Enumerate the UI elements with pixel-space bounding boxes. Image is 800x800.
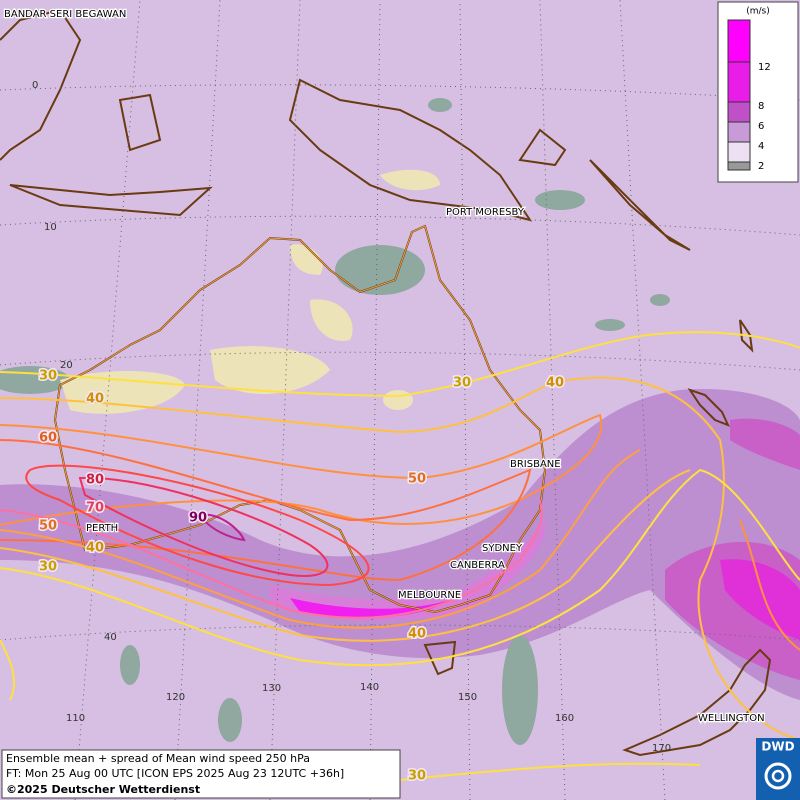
contour-label: 50 xyxy=(39,519,57,534)
contour-label: 30 xyxy=(453,376,471,391)
footer-line: ©2025 Deutscher Wetterdienst xyxy=(6,783,200,796)
contour-label: 80 xyxy=(86,473,104,488)
legend-tick: 8 xyxy=(758,101,764,112)
latitude-label: 0 xyxy=(32,80,38,91)
legend-swatch xyxy=(727,61,751,103)
footer: Ensemble mean + spread of Mean wind spee… xyxy=(1,749,401,799)
contour-label: 30 xyxy=(408,769,426,784)
legend-tick: 4 xyxy=(758,141,764,152)
city-label: SYDNEY xyxy=(482,543,523,554)
legend-swatch xyxy=(727,101,751,123)
legend-swatch xyxy=(727,121,751,143)
contour-label: 40 xyxy=(408,627,426,642)
contour-label: 70 xyxy=(86,501,104,516)
longitude-label: 120 xyxy=(166,692,185,703)
contour-label: 90 xyxy=(189,511,207,526)
city-label: PORT MORESBY xyxy=(446,207,525,218)
footer-line: Ensemble mean + spread of Mean wind spee… xyxy=(6,752,310,765)
logo-box xyxy=(756,738,800,800)
latitude-label: 20 xyxy=(60,360,73,371)
coastlines xyxy=(0,8,772,757)
longitude-label: 140 xyxy=(360,682,379,693)
longitude-label: 150 xyxy=(458,692,477,703)
terrain xyxy=(0,98,670,745)
legend-swatch xyxy=(727,161,751,171)
city-label: BRISBANE xyxy=(510,459,561,470)
logo: DWD xyxy=(756,738,800,800)
footer-line: FT: Mon 25 Aug 00 UTC [ICON EPS 2025 Aug… xyxy=(6,767,344,780)
legend-swatch xyxy=(727,19,751,63)
contour-label: 40 xyxy=(546,376,564,391)
contour-label: 30 xyxy=(39,369,57,384)
contour-labels: 30 40 60 80 70 50 40 30 90 50 30 40 40 3… xyxy=(37,367,565,785)
contour-label: 60 xyxy=(39,431,57,446)
city-label: WELLINGTON xyxy=(698,713,765,724)
city-label: MELBOURNE xyxy=(398,590,461,601)
legend-unit: (m/s) xyxy=(746,7,770,17)
cities: BANDAR SERI BEGAWAN PORT MORESBY BRISBAN… xyxy=(3,8,766,726)
latitude-label: 10 xyxy=(44,222,57,233)
legend-swatch xyxy=(727,141,751,163)
city-label: BANDAR SERI BEGAWAN xyxy=(4,9,126,20)
contour-label: 40 xyxy=(86,541,104,556)
contour-label: 40 xyxy=(86,392,104,407)
contours xyxy=(0,331,800,781)
legend-tick: 6 xyxy=(758,121,764,132)
footer-box xyxy=(1,749,401,799)
logo-text: DWD xyxy=(761,740,794,754)
longitude-label: 160 xyxy=(555,713,574,724)
longitude-label: 130 xyxy=(262,683,281,694)
contour-label: 30 xyxy=(39,560,57,575)
legend-tick: 2 xyxy=(758,161,764,172)
graticule-labels: 0 10 20 40 110 120 130 140 150 160 170 xyxy=(32,80,671,754)
logo-icon xyxy=(771,769,785,783)
longitude-label: 170 xyxy=(652,743,671,754)
longitude-label: 110 xyxy=(66,713,85,724)
contour-label: 50 xyxy=(408,472,426,487)
latitude-label: 40 xyxy=(104,632,117,643)
city-label: CANBERRA xyxy=(450,560,505,571)
legend: (m/s) 12 8 6 4 2 xyxy=(717,1,799,183)
logo-icon xyxy=(764,762,792,790)
legend-tick: 12 xyxy=(758,62,771,73)
city-label: PERTH xyxy=(86,523,118,534)
